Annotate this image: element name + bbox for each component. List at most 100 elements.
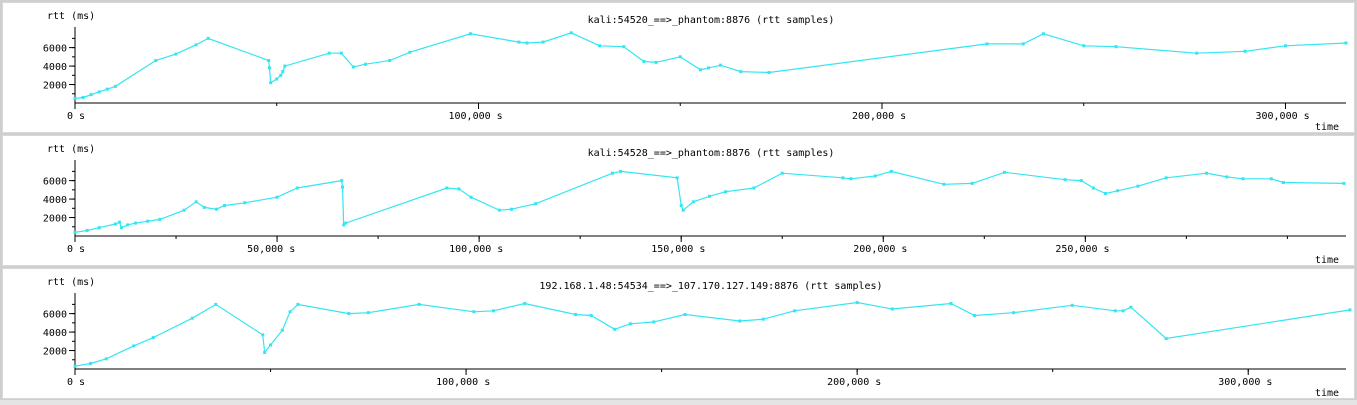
rtt-series-line bbox=[74, 32, 1347, 99]
rtt-sample-point bbox=[269, 343, 273, 347]
rtt-sample-point bbox=[1114, 45, 1118, 49]
chart-title: kali:54528_==>_phantom:8876 (rtt samples… bbox=[588, 148, 835, 159]
rtt-chart-panel-3: 2000 4000 6000 0 s 100,000 s 200,000 s 300,000… bbox=[2, 268, 1355, 399]
rtt-chart-3: 2000 4000 6000 0 s 100,000 s 200,000 s 300,000… bbox=[43, 277, 1352, 398]
rtt-sample-point bbox=[472, 310, 476, 314]
rtt-sample-point bbox=[267, 59, 271, 63]
rtt-sample-point bbox=[569, 31, 573, 35]
rtt-sample-point bbox=[598, 44, 602, 48]
y-tick-label: 2000 bbox=[43, 347, 67, 358]
rtt-sample-point bbox=[280, 328, 284, 332]
rtt-sample-point bbox=[134, 221, 138, 225]
x-tick-label: 0 s bbox=[67, 244, 85, 255]
y-tick-label: 2000 bbox=[43, 214, 67, 225]
rtt-sample-point bbox=[1104, 192, 1108, 196]
rtt-sample-point bbox=[1079, 179, 1083, 183]
rtt-sample-point bbox=[1205, 171, 1209, 175]
rtt-sample-point bbox=[281, 70, 285, 74]
x-tick-label: 50,000 s bbox=[247, 244, 295, 255]
rtt-sample-point bbox=[1091, 186, 1095, 190]
chart-title: 192.168.1.48:54534_==>_107.170.127.149:8… bbox=[539, 281, 882, 292]
rtt-sample-point bbox=[509, 207, 513, 211]
rtt-sample-point bbox=[190, 316, 194, 320]
rtt-sample-point bbox=[1082, 44, 1086, 48]
rtt-sample-point bbox=[574, 313, 578, 317]
rtt-sample-point bbox=[468, 32, 472, 36]
rtt-sample-point bbox=[589, 313, 593, 317]
y-tick-label: 6000 bbox=[43, 310, 67, 321]
rtt-sample-point bbox=[752, 186, 756, 190]
y-tick-label: 6000 bbox=[43, 177, 67, 188]
rtt-sample-point bbox=[89, 361, 93, 365]
rtt-series-line bbox=[74, 301, 1350, 367]
rtt-sample-point bbox=[261, 333, 265, 337]
rtt-sample-point bbox=[654, 60, 658, 64]
y-tick-label: 4000 bbox=[43, 328, 67, 339]
rtt-sample-point bbox=[351, 65, 355, 69]
rtt-sample-point bbox=[327, 51, 331, 55]
rtt-sample-point bbox=[1164, 337, 1168, 341]
rtt-sample-point bbox=[417, 302, 421, 306]
rtt-sample-point bbox=[972, 313, 976, 317]
rtt-sample-point bbox=[340, 179, 344, 183]
x-tick-label: 100,000 s bbox=[436, 377, 490, 388]
rtt-sample-point bbox=[1195, 51, 1199, 55]
rtt-sample-point bbox=[1269, 177, 1273, 181]
rtt-sample-point bbox=[73, 96, 77, 100]
rtt-sample-point bbox=[619, 169, 623, 173]
rtt-sample-point bbox=[1113, 309, 1117, 313]
rtt-sample-point bbox=[288, 310, 292, 314]
y-tick-label: 6000 bbox=[43, 44, 67, 55]
y-tick-label: 4000 bbox=[43, 62, 67, 73]
rtt-sample-point bbox=[942, 182, 946, 186]
rtt-sample-point bbox=[780, 171, 784, 175]
rtt-sample-point bbox=[497, 208, 501, 212]
rtt-sample-point bbox=[1225, 175, 1229, 179]
rtt-sample-point bbox=[698, 68, 702, 72]
x-axis-label: time bbox=[1315, 122, 1339, 132]
rtt-sample-point bbox=[1243, 49, 1247, 53]
rtt-sample-point bbox=[275, 77, 279, 81]
rtt-sample-point bbox=[85, 228, 89, 232]
rtt-sample-point bbox=[1241, 177, 1245, 181]
rtt-sample-point bbox=[610, 171, 614, 175]
rtt-sample-point bbox=[873, 174, 877, 178]
rtt-sample-point bbox=[849, 177, 853, 181]
y-axis-label: rtt (ms) bbox=[47, 277, 95, 288]
rtt-sample-point bbox=[388, 59, 392, 63]
rtt-sample-point bbox=[1121, 309, 1125, 313]
rtt-sample-point bbox=[73, 364, 77, 368]
rtt-sample-point bbox=[691, 200, 695, 204]
rtt-sample-point bbox=[158, 217, 162, 221]
rtt-sample-point bbox=[793, 309, 797, 313]
rtt-sample-point bbox=[719, 63, 723, 67]
rtt-sample-point bbox=[182, 208, 186, 212]
rtt-sample-point bbox=[517, 40, 521, 44]
rtt-sample-point bbox=[491, 309, 495, 313]
rtt-sample-point bbox=[1070, 303, 1074, 307]
rtt-sample-point bbox=[73, 230, 77, 234]
rtt-sample-point bbox=[613, 327, 617, 331]
bottom-strip bbox=[0, 400, 1357, 405]
rtt-sample-point bbox=[767, 71, 771, 75]
rtt-sample-point bbox=[366, 311, 370, 315]
rtt-chart-1: 2000 4000 6000 0 s 100,000 s 200,000 s 300,000… bbox=[43, 11, 1348, 132]
rtt-sample-point bbox=[523, 301, 527, 305]
rtt-sample-point bbox=[675, 176, 679, 180]
x-tick-label: 150,000 s bbox=[651, 244, 705, 255]
rtt-sample-point bbox=[408, 50, 412, 54]
x-tick-label: 250,000 s bbox=[1055, 244, 1109, 255]
rtt-sample-point bbox=[89, 93, 93, 97]
rtt-sample-point bbox=[97, 90, 101, 94]
rtt-sample-point bbox=[1012, 311, 1016, 315]
rtt-sample-point bbox=[214, 302, 218, 306]
rtt-sample-point bbox=[339, 51, 343, 55]
rtt-sample-point bbox=[683, 313, 687, 317]
rtt-sample-point bbox=[445, 186, 449, 190]
rtt-chart-panel-1: 2000 4000 6000 0 s 100,000 s 200,000 s 300,000… bbox=[2, 2, 1355, 133]
rtt-sample-point bbox=[525, 41, 529, 45]
rtt-sample-point bbox=[1129, 305, 1133, 309]
x-tick-label: 200,000 s bbox=[827, 377, 881, 388]
rtt-sample-point bbox=[628, 322, 632, 326]
x-tick-label: 0 s bbox=[67, 377, 85, 388]
